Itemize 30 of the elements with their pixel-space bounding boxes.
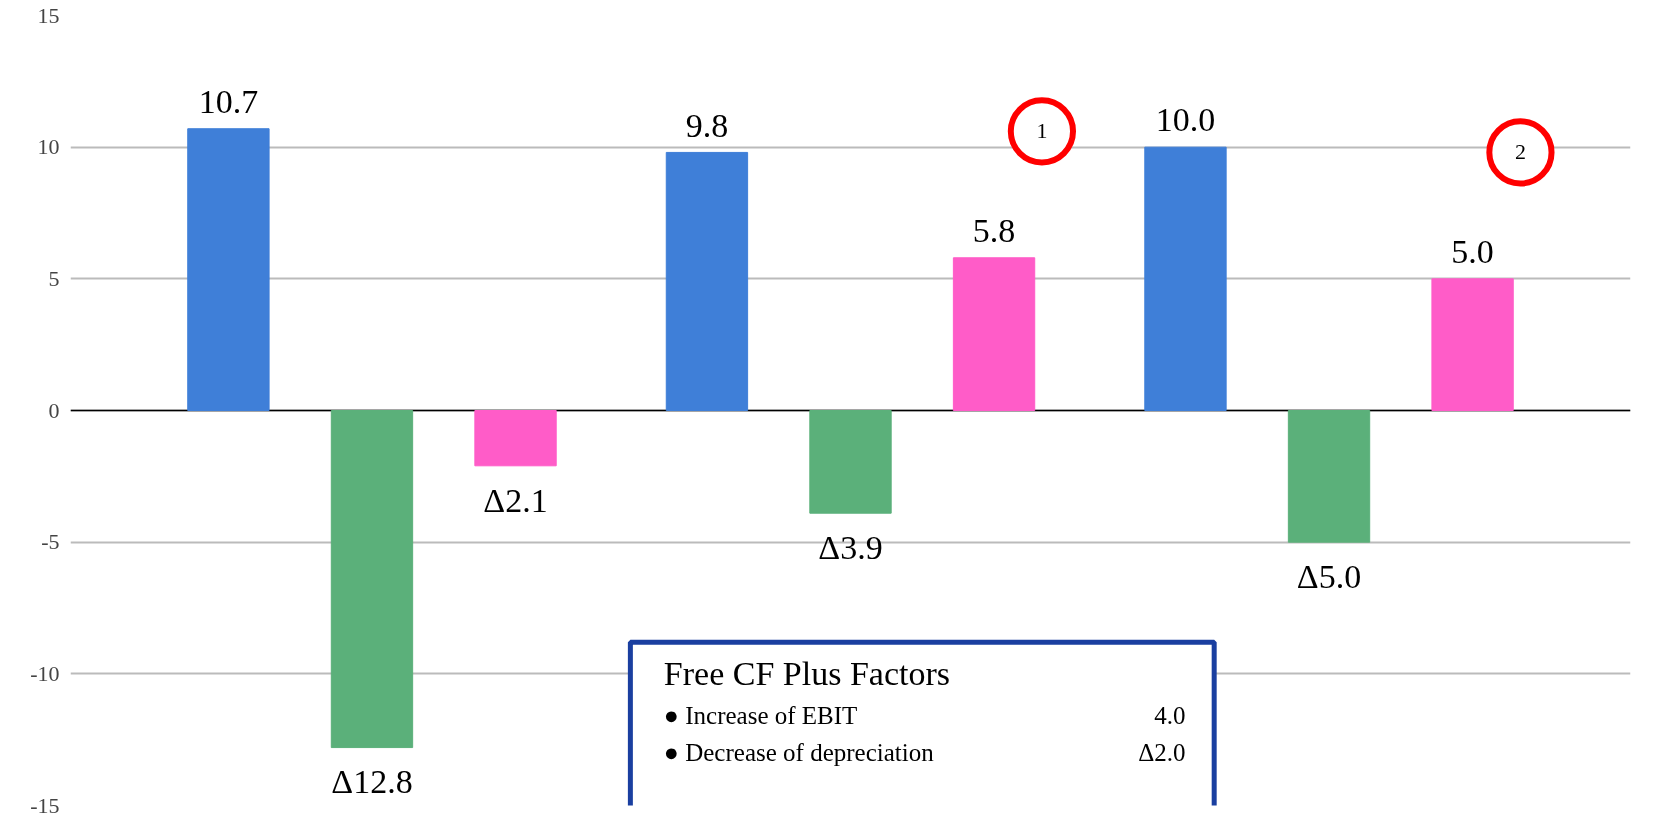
data-label: 5.8 bbox=[972, 211, 1016, 249]
bar bbox=[1431, 278, 1514, 411]
y-tick-label: -10 bbox=[30, 660, 60, 686]
data-label: Δ2.1 bbox=[483, 481, 548, 519]
bar bbox=[665, 151, 749, 411]
data-label: Δ3.9 bbox=[818, 529, 883, 566]
bar bbox=[1144, 146, 1227, 411]
data-label: Δ12.8 bbox=[331, 763, 413, 801]
y-tick-label: -15 bbox=[30, 792, 60, 818]
y-tick-label: 5 bbox=[48, 265, 60, 291]
y-tick-label: -5 bbox=[41, 529, 60, 555]
bar bbox=[187, 128, 270, 411]
y-tick-label: 15 bbox=[37, 2, 60, 28]
data-label: 9.8 bbox=[685, 106, 729, 144]
bar bbox=[809, 410, 892, 514]
text: ● Decrease of depreciation Δ2.0 bbox=[663, 739, 1186, 767]
data-label: 10.7 bbox=[198, 82, 259, 120]
bar bbox=[952, 257, 1036, 411]
text: ● Increase of EBIT 4.0 bbox=[663, 702, 1186, 730]
data-label: 10.0 bbox=[1155, 101, 1216, 139]
bar bbox=[330, 410, 414, 749]
data-label: 5.0 bbox=[1451, 233, 1494, 271]
data-label: Δ5.0 bbox=[1296, 557, 1362, 595]
annotation: 1 bbox=[1036, 118, 1048, 144]
annotation: Free CF Plus Factors bbox=[663, 655, 951, 693]
bar bbox=[1287, 410, 1371, 543]
y-tick-label: 10 bbox=[37, 134, 60, 160]
bar bbox=[474, 410, 557, 467]
y-tick-label: 0 bbox=[48, 397, 60, 423]
annotation: 2 bbox=[1514, 139, 1526, 165]
